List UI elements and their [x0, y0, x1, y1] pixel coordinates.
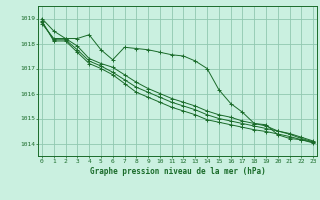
X-axis label: Graphe pression niveau de la mer (hPa): Graphe pression niveau de la mer (hPa) [90, 167, 266, 176]
